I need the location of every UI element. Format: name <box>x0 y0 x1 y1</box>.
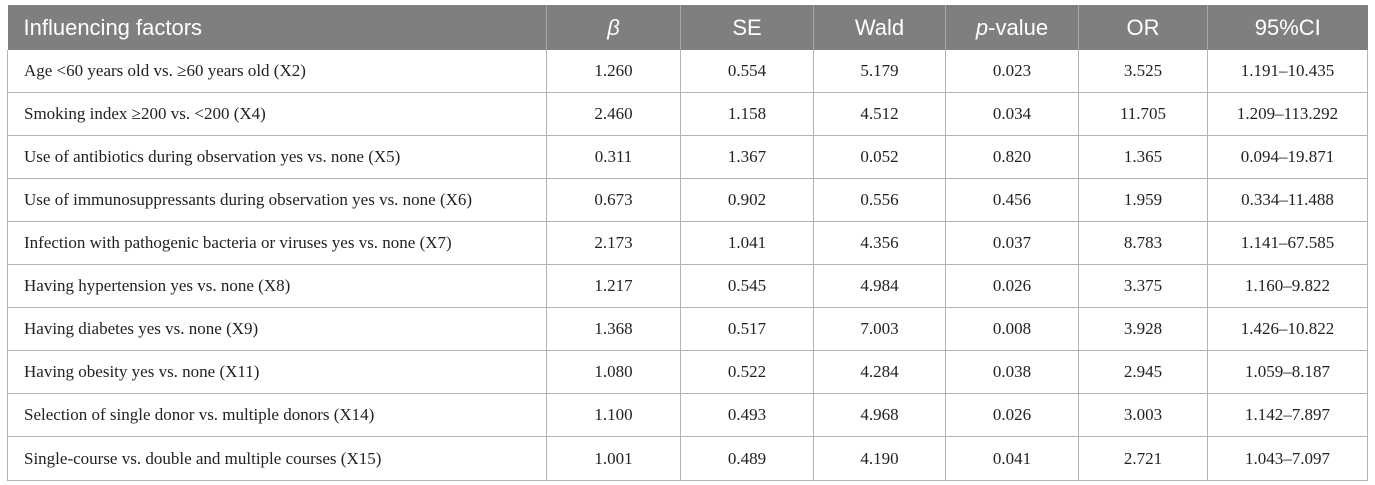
cell-se: 0.545 <box>680 264 814 308</box>
cell-ci: 0.334–11.488 <box>1207 178 1368 222</box>
cell-ci: 1.209–113.292 <box>1207 92 1368 136</box>
cell-wald: 7.003 <box>813 307 946 351</box>
cell-beta: 2.460 <box>546 92 681 136</box>
cell-ci: 0.094–19.871 <box>1207 135 1368 179</box>
header-or: OR <box>1078 5 1208 50</box>
cell-wald: 0.052 <box>813 135 946 179</box>
cell-beta: 0.311 <box>546 135 681 179</box>
header-wald: Wald <box>813 5 946 50</box>
cell-wald: 4.190 <box>813 436 946 481</box>
cell-ci: 1.141–67.585 <box>1207 221 1368 265</box>
cell-p-value: 0.820 <box>945 135 1079 179</box>
header-influencing-factors: Influencing factors <box>7 5 547 50</box>
cell-ci: 1.160–9.822 <box>1207 264 1368 308</box>
cell-beta: 1.100 <box>546 393 681 437</box>
cell-se: 1.367 <box>680 135 814 179</box>
cell-p-value: 0.026 <box>945 264 1079 308</box>
table-row: Having diabetes yes vs. none (X9) 1.368 0.… <box>7 307 1368 351</box>
cell-or: 1.959 <box>1078 178 1208 222</box>
cell-influencing-factor: Having obesity yes vs. none (X11) <box>7 350 547 394</box>
cell-se: 0.493 <box>680 393 814 437</box>
cell-se: 0.554 <box>680 50 814 93</box>
table-row: Infection with pathogenic bacteria or vi… <box>7 221 1368 265</box>
cell-influencing-factor: Having diabetes yes vs. none (X9) <box>7 307 547 351</box>
cell-or: 2.945 <box>1078 350 1208 394</box>
header-p-suffix: -value <box>988 14 1049 40</box>
cell-influencing-factor: Selection of single donor vs. multiple d… <box>7 393 547 437</box>
cell-beta: 1.368 <box>546 307 681 351</box>
table-row: Single-course vs. double and multiple co… <box>7 436 1368 481</box>
cell-beta: 2.173 <box>546 221 681 265</box>
table-row: Use of antibiotics during observation ye… <box>7 135 1368 179</box>
cell-wald: 4.356 <box>813 221 946 265</box>
cell-beta: 1.260 <box>546 50 681 93</box>
results-table-container: Influencing factors β SE Wald p-value OR… <box>7 5 1368 481</box>
header-beta-symbol: β <box>607 14 620 40</box>
cell-or: 8.783 <box>1078 221 1208 265</box>
cell-or: 2.721 <box>1078 436 1208 481</box>
cell-beta: 0.673 <box>546 178 681 222</box>
cell-ci: 1.426–10.822 <box>1207 307 1368 351</box>
cell-influencing-factor: Use of immunosuppressants during observa… <box>7 178 547 222</box>
cell-se: 0.517 <box>680 307 814 351</box>
cell-or: 3.928 <box>1078 307 1208 351</box>
cell-wald: 5.179 <box>813 50 946 93</box>
cell-se: 0.489 <box>680 436 814 481</box>
cell-beta: 1.001 <box>546 436 681 481</box>
cell-influencing-factor: Smoking index ≥200 vs. <200 (X4) <box>7 92 547 136</box>
cell-p-value: 0.037 <box>945 221 1079 265</box>
cell-se: 1.158 <box>680 92 814 136</box>
header-p-italic: p <box>975 14 989 40</box>
cell-or: 3.003 <box>1078 393 1208 437</box>
cell-se: 1.041 <box>680 221 814 265</box>
table-row: Use of immunosuppressants during observa… <box>7 178 1368 222</box>
table-row: Smoking index ≥200 vs. <200 (X4) 2.460 1.1… <box>7 92 1368 136</box>
cell-beta: 1.217 <box>546 264 681 308</box>
table-body: Age <60 years old vs. ≥60 years old (X2)… <box>7 50 1368 481</box>
logistic-regression-table: Influencing factors β SE Wald p-value OR… <box>7 5 1368 481</box>
cell-ci: 1.191–10.435 <box>1207 50 1368 93</box>
cell-p-value: 0.026 <box>945 393 1079 437</box>
cell-se: 0.902 <box>680 178 814 222</box>
cell-ci: 1.043–7.097 <box>1207 436 1368 481</box>
cell-p-value: 0.456 <box>945 178 1079 222</box>
cell-or: 1.365 <box>1078 135 1208 179</box>
cell-wald: 0.556 <box>813 178 946 222</box>
table-row: Having hypertension yes vs. none (X8) 1.2… <box>7 264 1368 308</box>
cell-p-value: 0.023 <box>945 50 1079 93</box>
table-row: Age <60 years old vs. ≥60 years old (X2)… <box>7 50 1368 93</box>
cell-wald: 4.968 <box>813 393 946 437</box>
cell-influencing-factor: Use of antibiotics during observation ye… <box>7 135 547 179</box>
cell-or: 11.705 <box>1078 92 1208 136</box>
cell-ci: 1.142–7.897 <box>1207 393 1368 437</box>
table-row: Selection of single donor vs. multiple d… <box>7 393 1368 437</box>
cell-wald: 4.984 <box>813 264 946 308</box>
cell-influencing-factor: Infection with pathogenic bacteria or vi… <box>7 221 547 265</box>
header-beta: β <box>546 5 681 50</box>
table-row: Having obesity yes vs. none (X11) 1.080 0.… <box>7 350 1368 394</box>
cell-wald: 4.284 <box>813 350 946 394</box>
cell-se: 0.522 <box>680 350 814 394</box>
cell-p-value: 0.034 <box>945 92 1079 136</box>
cell-or: 3.375 <box>1078 264 1208 308</box>
header-se: SE <box>680 5 814 50</box>
header-row: Influencing factors β SE Wald p-value OR… <box>7 5 1368 50</box>
cell-influencing-factor: Age <60 years old vs. ≥60 years old (X2) <box>7 50 547 93</box>
header-p-value: p-value <box>945 5 1079 50</box>
cell-influencing-factor: Having hypertension yes vs. none (X8) <box>7 264 547 308</box>
header-ci: 95%CI <box>1207 5 1368 50</box>
cell-ci: 1.059–8.187 <box>1207 350 1368 394</box>
cell-influencing-factor: Single-course vs. double and multiple co… <box>7 436 547 481</box>
cell-p-value: 0.038 <box>945 350 1079 394</box>
cell-wald: 4.512 <box>813 92 946 136</box>
cell-p-value: 0.008 <box>945 307 1079 351</box>
cell-or: 3.525 <box>1078 50 1208 93</box>
cell-p-value: 0.041 <box>945 436 1079 481</box>
cell-beta: 1.080 <box>546 350 681 394</box>
